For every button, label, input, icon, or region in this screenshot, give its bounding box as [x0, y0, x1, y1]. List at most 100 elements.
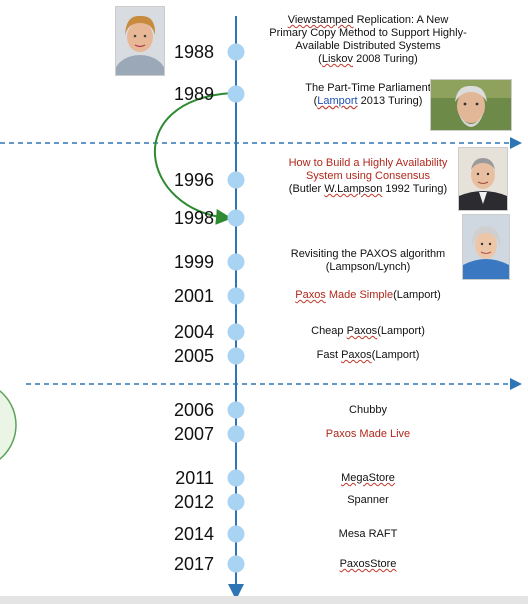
event-line: (Liskov 2008 Turing): [238, 53, 498, 66]
event-text-2006: Chubby: [238, 404, 498, 417]
portrait-lamport: [430, 79, 512, 131]
event-line: Paxos Made Simple(Lamport): [238, 289, 498, 302]
event-text-segment: Liskov: [321, 53, 354, 65]
portrait-liskov: [115, 6, 165, 76]
event-line: Cheap Paxos(Lamport): [238, 325, 498, 338]
event-text-1996: How to Build a Highly Availability System…: [238, 157, 498, 196]
year-label-1988: 1988: [173, 42, 214, 62]
timeline-node-2006: [227, 401, 245, 419]
event-line: Spanner: [238, 494, 498, 507]
event-text-segment: 2013 Turing): [357, 95, 423, 107]
event-line: (Lampson/Lynch): [238, 261, 498, 274]
timeline-node-2011: [227, 469, 245, 487]
event-text-segment: Cheap: [311, 325, 347, 337]
year-label-2001: 2001: [173, 286, 214, 306]
event-text-2005: Fast Paxos(Lamport): [238, 349, 498, 362]
event-text-1989: The Part-Time Parliament (Lamport 2013 Tu…: [238, 82, 498, 108]
left-circle-decoration: [0, 390, 17, 460]
event-line: (Lamport 2013 Turing): [238, 95, 498, 108]
event-text-segment: How to Build a Highly Availability: [288, 157, 448, 169]
event-line: Available Distributed Systems: [238, 40, 498, 53]
event-line: Chubby: [238, 404, 498, 417]
timeline-node-2014: [227, 525, 245, 543]
timeline-node-1996: [227, 171, 245, 189]
event-text-segment: (Lampson/Lynch): [325, 261, 411, 273]
event-text-2012: Spanner: [238, 494, 498, 507]
portrait-lynch: [462, 214, 510, 280]
event-line: Viewstamped Replication: A New: [238, 14, 498, 27]
event-text-segment: Paxos Made Live: [325, 428, 411, 440]
timeline-node-2012: [227, 493, 245, 511]
event-text-segment: Paxos: [295, 289, 326, 301]
event-text-segment: Fast: [316, 349, 342, 361]
year-label-2017: 2017: [173, 554, 214, 574]
year-label-2005: 2005: [173, 346, 214, 366]
event-text-segment: Revisiting the PAXOS algorithm: [290, 248, 446, 260]
timeline-node-1999: [227, 253, 245, 271]
year-label-2014: 2014: [173, 524, 214, 544]
event-line: Primary Copy Method to Support Highly-: [238, 27, 498, 40]
event-text-2011: MegaStore: [238, 472, 498, 485]
event-line: PaxosStore: [238, 558, 498, 571]
year-label-2011: 2011: [175, 468, 214, 488]
event-text-segment: Chubby: [349, 404, 387, 416]
event-line: Mesa RAFT: [238, 528, 498, 541]
event-text-segment: (: [313, 95, 318, 107]
event-text-segment: PaxosStore: [339, 558, 397, 570]
year-label-2004: 2004: [173, 322, 214, 342]
event-text-segment: Viewstamped: [287, 14, 354, 26]
timeline-node-2007: [227, 425, 245, 443]
year-label-2012: 2012: [173, 492, 214, 512]
event-text-2004: Cheap Paxos(Lamport): [238, 325, 498, 338]
event-text-segment: Mesa RAFT: [338, 528, 398, 540]
event-line: Fast Paxos(Lamport): [238, 349, 498, 362]
event-text-segment: 2008 Turing): [353, 53, 418, 65]
timeline-node-2004: [227, 323, 245, 341]
event-text-segment: 1992 Turing): [382, 183, 448, 195]
event-text-segment: Paxos: [341, 349, 372, 361]
event-line: (Butler W.Lampson 1992 Turing): [238, 183, 498, 196]
event-line: The Part-Time Parliament: [238, 82, 498, 95]
event-line: MegaStore: [238, 472, 498, 485]
timeline-node-1998: [227, 209, 245, 227]
reference-arc: [154, 92, 233, 225]
portrait-lampson: [458, 147, 508, 211]
event-text-segment: The Part-Time Parliament: [305, 82, 431, 94]
event-text-1999: Revisiting the PAXOS algorithm (Lampson/L…: [238, 248, 498, 274]
event-text-segment: (Lamport): [371, 349, 420, 361]
event-text-segment[interactable]: Lamport: [317, 95, 358, 107]
year-label-2007: 2007: [173, 424, 214, 444]
event-text-segment: Made Simple: [325, 289, 394, 301]
year-label-1998: 1998: [173, 208, 214, 228]
timeline-node-2001: [227, 287, 245, 305]
event-text-2007: Paxos Made Live: [238, 428, 498, 441]
year-label-2006: 2006: [173, 400, 214, 420]
event-line: How to Build a Highly Availability: [238, 157, 498, 170]
event-text-segment: Spanner: [347, 494, 389, 506]
event-line: Revisiting the PAXOS algorithm: [238, 248, 498, 261]
event-text-2014: Mesa RAFT: [238, 528, 498, 541]
event-text-segment: (Butler: [288, 183, 325, 195]
event-text-segment: Primary Copy Method to Support Highly-: [269, 27, 467, 39]
year-label-1999: 1999: [173, 252, 214, 272]
event-text-1988: Viewstamped Replication: A New Primary Co…: [238, 14, 498, 66]
event-text-segment: (Lamport): [393, 289, 441, 301]
event-text-segment: Available Distributed Systems: [295, 40, 441, 52]
event-text-segment: Paxos: [346, 325, 378, 337]
year-label-1996: 1996: [173, 170, 214, 190]
event-text-segment: System using Consensus: [305, 170, 431, 182]
year-label-1989: 1989: [173, 84, 214, 104]
event-text-segment: Replication: A New: [353, 14, 449, 26]
event-text-segment: W.Lampson: [324, 183, 383, 195]
event-line: System using Consensus: [238, 170, 498, 183]
event-text-2001: Paxos Made Simple(Lamport): [238, 289, 498, 302]
event-text-segment: MegaStore: [341, 472, 395, 484]
event-line: Paxos Made Live: [238, 428, 498, 441]
timeline-node-1989: [227, 85, 245, 103]
event-text-segment: (Lamport): [377, 325, 425, 337]
timeline-node-2017: [227, 555, 245, 573]
bottom-scroll-strip: [0, 596, 528, 604]
timeline-node-2005: [227, 347, 245, 365]
